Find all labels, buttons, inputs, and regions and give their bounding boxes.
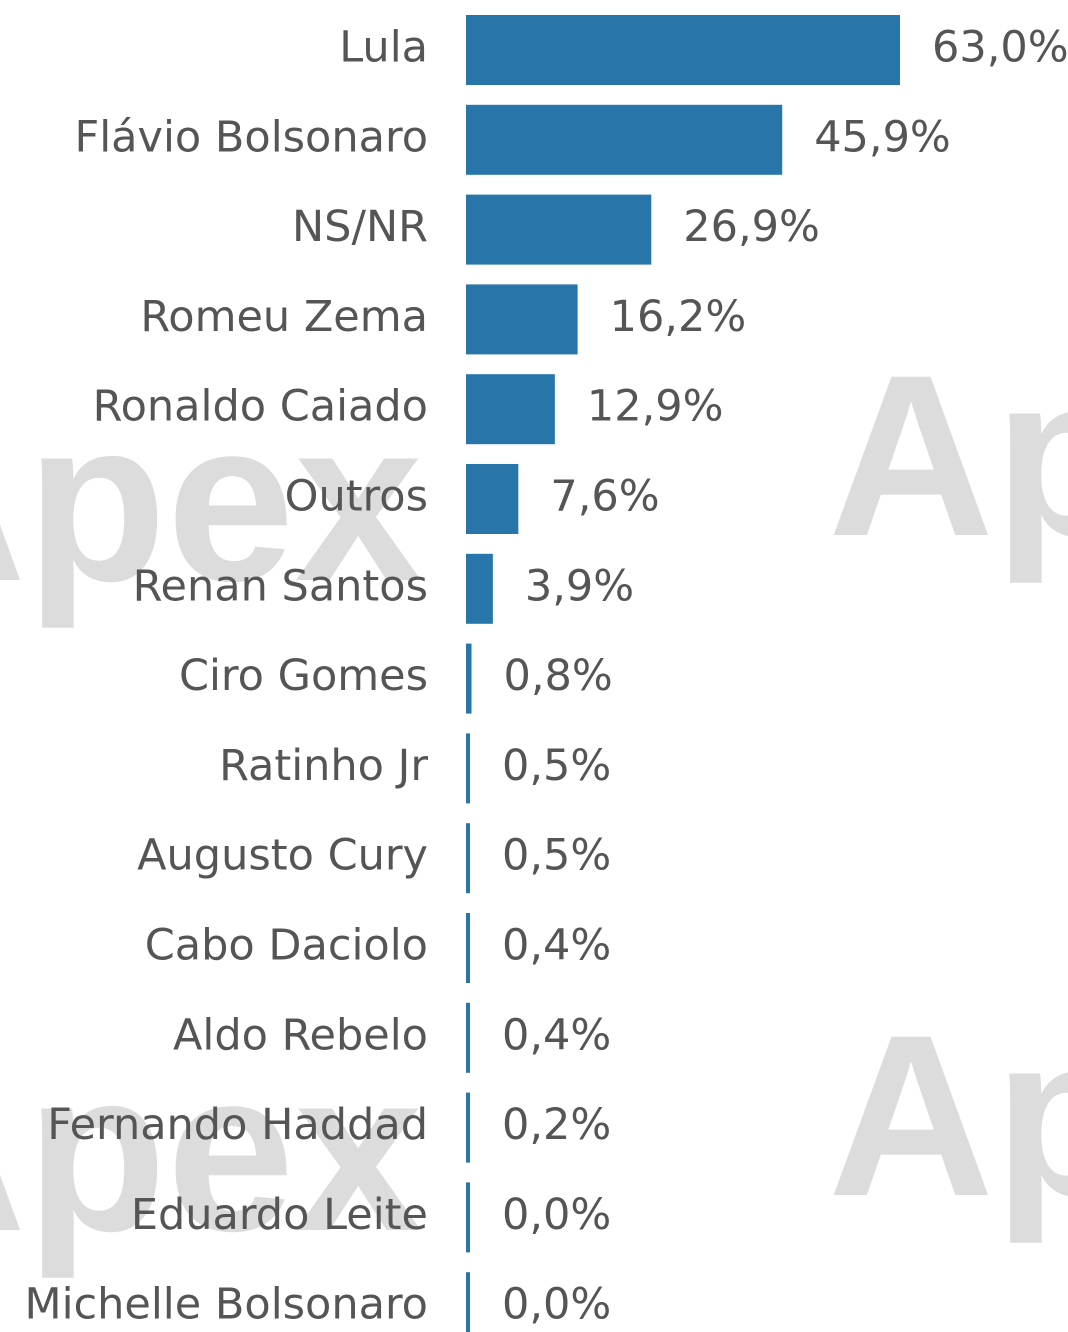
category-label: Lula — [339, 23, 428, 73]
value-label: 0,4% — [502, 1010, 611, 1060]
value-label: 0,0% — [502, 1190, 611, 1240]
category-label: Michelle Bolsonaro — [24, 1280, 428, 1330]
watermark: Apex — [828, 987, 1068, 1244]
value-label: 0,2% — [502, 1100, 611, 1150]
watermark: Apex — [0, 372, 422, 629]
bar — [466, 464, 519, 534]
value-label: 7,6% — [550, 472, 659, 522]
category-label: Aldo Rebelo — [173, 1010, 428, 1060]
category-label: Renan Santos — [133, 561, 428, 611]
bar — [466, 823, 470, 894]
value-label: 0,4% — [502, 921, 611, 971]
value-label: 3,9% — [525, 561, 634, 611]
category-label: Eduardo Leite — [131, 1190, 428, 1240]
watermark: Apex — [828, 327, 1068, 584]
bar — [466, 913, 470, 983]
value-label: 0,8% — [504, 651, 613, 701]
value-label: 0,0% — [502, 1280, 611, 1330]
category-label: Augusto Cury — [137, 831, 428, 881]
category-label: Ronaldo Caiado — [93, 382, 428, 432]
value-label: 0,5% — [502, 741, 611, 791]
bar — [466, 1272, 470, 1332]
bar — [466, 194, 652, 265]
bar — [466, 1002, 470, 1073]
value-label: 63,0% — [932, 23, 1068, 73]
value-label: 26,9% — [683, 202, 820, 252]
bar — [466, 1092, 470, 1163]
category-label: Fernando Haddad — [47, 1100, 428, 1150]
bar — [466, 15, 900, 85]
bar — [466, 733, 470, 804]
value-label: 0,5% — [502, 831, 611, 881]
watermark: Apex — [0, 1022, 422, 1279]
category-label: Ciro Gomes — [179, 651, 428, 701]
category-label: Flávio Bolsonaro — [74, 112, 428, 162]
category-label: NS/NR — [292, 202, 428, 252]
bar — [466, 1182, 470, 1253]
bar — [466, 104, 783, 175]
bar — [466, 284, 578, 355]
bar — [466, 374, 555, 445]
category-label: Romeu Zema — [140, 292, 428, 342]
category-label: Outros — [285, 472, 428, 522]
bar — [466, 553, 493, 624]
category-label: Cabo Daciolo — [145, 921, 428, 971]
value-label: 45,9% — [814, 112, 951, 162]
bar — [466, 643, 472, 714]
value-label: 12,9% — [587, 382, 724, 432]
value-label: 16,2% — [610, 292, 747, 342]
category-label: Ratinho Jr — [219, 741, 428, 791]
